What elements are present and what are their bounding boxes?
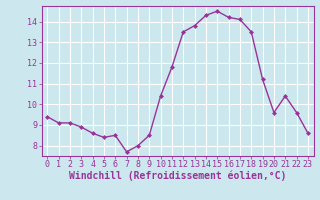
X-axis label: Windchill (Refroidissement éolien,°C): Windchill (Refroidissement éolien,°C) xyxy=(69,171,286,181)
